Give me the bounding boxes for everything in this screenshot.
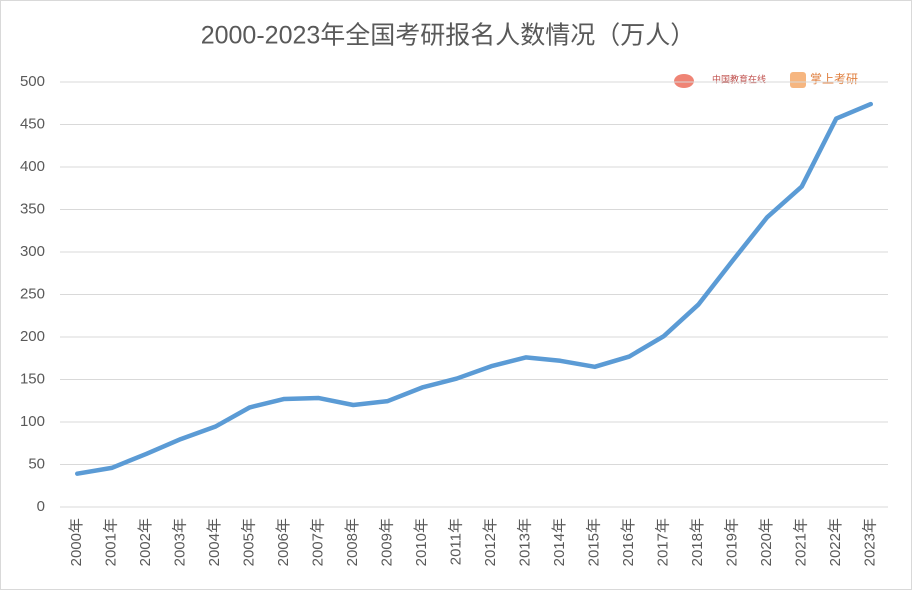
x-tick-label: 2023年 [862, 518, 879, 566]
x-tick-label: 2015年 [586, 518, 603, 566]
y-tick-label: 100 [20, 413, 45, 430]
x-tick-label: 2003年 [172, 518, 189, 566]
x-tick-label: 2000年 [68, 518, 85, 566]
x-tick-label: 2002年 [137, 518, 154, 566]
y-tick-label: 500 [20, 73, 45, 90]
y-tick-label: 300 [20, 243, 45, 260]
y-tick-label: 200 [20, 328, 45, 345]
y-tick-label: 50 [28, 455, 45, 472]
x-tick-label: 2017年 [655, 518, 672, 566]
x-tick-label: 2006年 [275, 518, 292, 566]
watermark-text: 中国教育在线 [712, 73, 766, 84]
y-tick-label: 0 [37, 498, 45, 515]
logo-icon [790, 72, 806, 88]
x-tick-label: 2014年 [551, 518, 568, 566]
y-tick-label: 250 [20, 285, 45, 302]
x-tick-label: 2021年 [793, 518, 810, 566]
x-tick-label: 2012年 [482, 518, 499, 566]
y-tick-label: 150 [20, 370, 45, 387]
watermark-zs: 掌上考研 [790, 72, 858, 88]
x-tick-label: 2011年 [448, 518, 465, 565]
x-tick-label: 2008年 [344, 518, 361, 566]
x-tick-label: 2009年 [379, 518, 396, 566]
x-tick-label: 2001年 [103, 518, 120, 566]
x-tick-label: 2005年 [241, 518, 258, 566]
x-tick-label: 2022年 [827, 518, 844, 566]
x-tick-label: 2013年 [517, 518, 534, 566]
x-tick-label: 2018年 [689, 518, 706, 566]
x-tick-label: 2016年 [620, 518, 637, 566]
x-tick-label: 2010年 [413, 518, 430, 566]
y-tick-label: 350 [20, 200, 45, 217]
y-tick-label: 450 [20, 115, 45, 132]
x-tick-label: 2020年 [758, 518, 775, 566]
chart-title: 2000-2023年全国考研报名人数情况（万人） [201, 22, 696, 50]
watermark-text: 掌上考研 [810, 72, 858, 86]
x-tick-label: 2007年 [310, 518, 327, 566]
watermark-eol: 中国教育在线 [674, 73, 766, 88]
logo-icon [674, 74, 694, 88]
x-tick-label: 2019年 [724, 518, 741, 566]
line-series [75, 101, 873, 476]
x-tick-label: 2004年 [206, 518, 223, 566]
y-tick-label: 400 [20, 158, 45, 175]
